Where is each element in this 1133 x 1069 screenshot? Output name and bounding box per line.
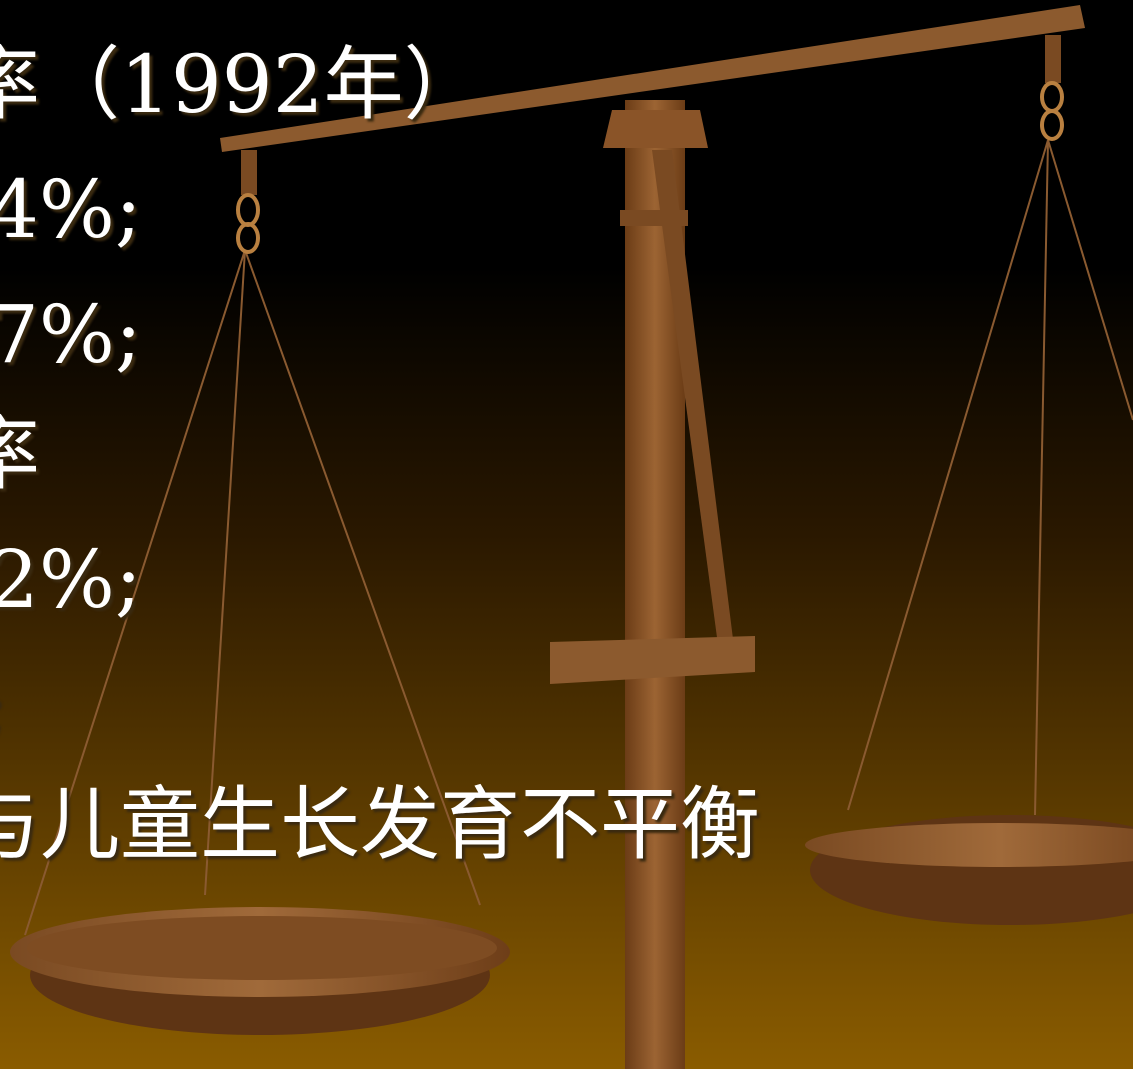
- text-line: 2%;: [0, 540, 142, 620]
- text-line: 率（1992年）: [0, 45, 484, 125]
- text-line: 7%;: [0, 295, 142, 375]
- text-line: ;: [0, 665, 7, 745]
- text-line: 4%;: [0, 170, 142, 250]
- scale-illustration: [0, 0, 1133, 1069]
- slide: 率（1992年） 4%; 7%; 率 2%;; 与儿童生长发育不平衡: [0, 0, 1133, 1069]
- text-line: 率: [0, 415, 40, 495]
- text-line: 与儿童生长发育不平衡: [0, 785, 760, 865]
